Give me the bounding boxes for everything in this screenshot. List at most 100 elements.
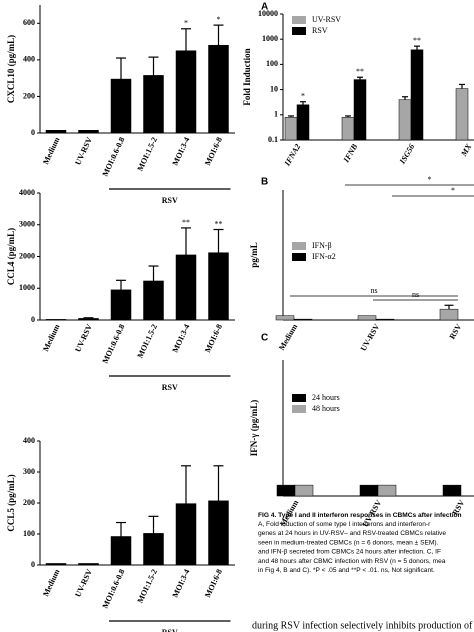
y-tick-label: 10000 — [258, 9, 278, 18]
bar — [45, 563, 67, 566]
y-axis-label: IFN-γ (pg/mL) — [249, 400, 259, 456]
x-tick-label: Medium — [41, 568, 62, 598]
bar — [110, 289, 132, 321]
x-tick-label: IFNB — [341, 142, 359, 165]
bar — [442, 484, 462, 497]
x-tick-label: UV-RSV — [73, 568, 94, 599]
y-axis-label: CXCL10 (pg/mL) — [6, 35, 16, 103]
bar — [45, 319, 67, 321]
significance: ** — [413, 36, 421, 45]
legend-swatch — [292, 16, 306, 24]
x-tick-label: IFNA2 — [282, 142, 302, 168]
caption-line: genes at 24 hours in UV-RSV– and RSV-tre… — [258, 530, 446, 537]
caption-line: in Fig 4, B and C). *P < .05 and **P < .… — [258, 567, 435, 574]
bar — [439, 308, 459, 321]
caption-line: A, Fold induction of some type I interfe… — [258, 521, 431, 528]
caption-line: and 48 hours after CBMC infection with R… — [258, 558, 446, 565]
legend-label: 48 hours — [312, 404, 340, 413]
y-tick-label: 100 — [266, 59, 278, 68]
significance: * — [184, 19, 188, 28]
bar — [78, 318, 99, 321]
panel-label: B — [261, 177, 268, 188]
x-tick-label: MOI:0.6-0.8 — [100, 568, 126, 610]
x-tick-label: MOI:6-8 — [203, 136, 224, 167]
bar — [45, 130, 67, 134]
body-text: during RSV infection selectively inhibit… — [252, 620, 473, 631]
x-tick-label: MX — [459, 142, 474, 159]
bar — [175, 503, 197, 566]
x-tick-label: MOI:6-8 — [203, 568, 224, 599]
y-tick-label: 100 — [23, 529, 35, 538]
significance: ** — [215, 219, 223, 228]
bracket-label: * — [428, 175, 432, 184]
bar — [353, 79, 367, 141]
bar — [275, 315, 295, 321]
y-tick-label: 400 — [23, 436, 35, 445]
bar — [143, 533, 164, 566]
bar — [208, 252, 229, 321]
bar — [455, 88, 469, 141]
legend-swatch — [292, 253, 306, 261]
bar — [357, 315, 377, 321]
y-tick-label: 10 — [270, 84, 278, 93]
y-tick-label: 0.1 — [268, 135, 278, 144]
bar — [143, 75, 164, 134]
bar — [294, 484, 314, 497]
group-label: RSV — [162, 383, 178, 392]
y-tick-label: 4000 — [19, 188, 35, 197]
bar — [276, 484, 296, 497]
y-tick-label: 400 — [23, 55, 35, 64]
y-axis-label: CCL4 (pg/mL) — [6, 228, 16, 285]
x-tick-label: ISG56 — [397, 142, 416, 166]
x-tick-label: MOI:3-4 — [171, 568, 192, 599]
caption-line: seen in medium-treated CBMCs (n = 6 dono… — [258, 539, 439, 546]
caption-line: and IFN-β secreted from CBMCs 24 hours a… — [258, 549, 441, 556]
x-tick-label: UV-RSV — [359, 322, 382, 352]
x-tick-label: Medium — [41, 323, 62, 353]
x-tick-label: UV-RSV — [73, 136, 94, 167]
x-tick-label: MOI:1.5-2 — [136, 136, 159, 173]
bar — [398, 99, 412, 141]
legend-label: IFN-α2 — [312, 252, 336, 261]
y-axis-label: Fold Induction — [242, 48, 252, 105]
bar — [143, 280, 164, 321]
y-axis-label: pg/mL — [249, 242, 259, 268]
caption-line: FIG 4. Type I and II interferon response… — [258, 512, 462, 519]
x-tick-label: MOI:1.5-2 — [136, 323, 159, 360]
significance: ** — [182, 218, 190, 227]
x-tick-label: MOI:3-4 — [171, 136, 192, 167]
y-tick-label: 1000 — [262, 34, 278, 43]
y-tick-label: 3000 — [19, 220, 35, 229]
bar — [175, 254, 197, 321]
bar — [410, 49, 424, 141]
bar — [359, 484, 379, 497]
legend-swatch — [292, 405, 306, 413]
legend-label: 24 hours — [312, 393, 340, 402]
x-tick-label: MOI:6-8 — [203, 323, 224, 354]
bar — [78, 130, 99, 134]
bar — [175, 50, 197, 134]
bar — [341, 116, 355, 141]
legend-label: UV-RSV — [312, 15, 341, 24]
bar — [293, 318, 313, 321]
bar — [296, 104, 310, 141]
y-tick-label: 0 — [31, 128, 35, 137]
x-tick-label: MOI:0.6-0.8 — [100, 136, 126, 178]
y-tick-label: 200 — [23, 498, 35, 507]
panel-label: A — [261, 2, 268, 13]
significance: * — [217, 15, 221, 24]
bar — [375, 318, 395, 321]
legend-swatch — [292, 394, 306, 402]
y-tick-label: 1000 — [19, 283, 35, 292]
x-tick-label: UV-RSV — [73, 323, 94, 354]
group-label: RSV — [162, 628, 178, 632]
bar — [377, 484, 397, 497]
legend-swatch — [292, 242, 306, 250]
bracket-label: * — [451, 186, 455, 195]
bar — [284, 116, 298, 141]
legend-label: RSV — [312, 26, 328, 35]
y-tick-label: 1 — [274, 110, 278, 119]
x-tick-label: Medium — [277, 322, 299, 352]
significance: * — [301, 92, 305, 101]
